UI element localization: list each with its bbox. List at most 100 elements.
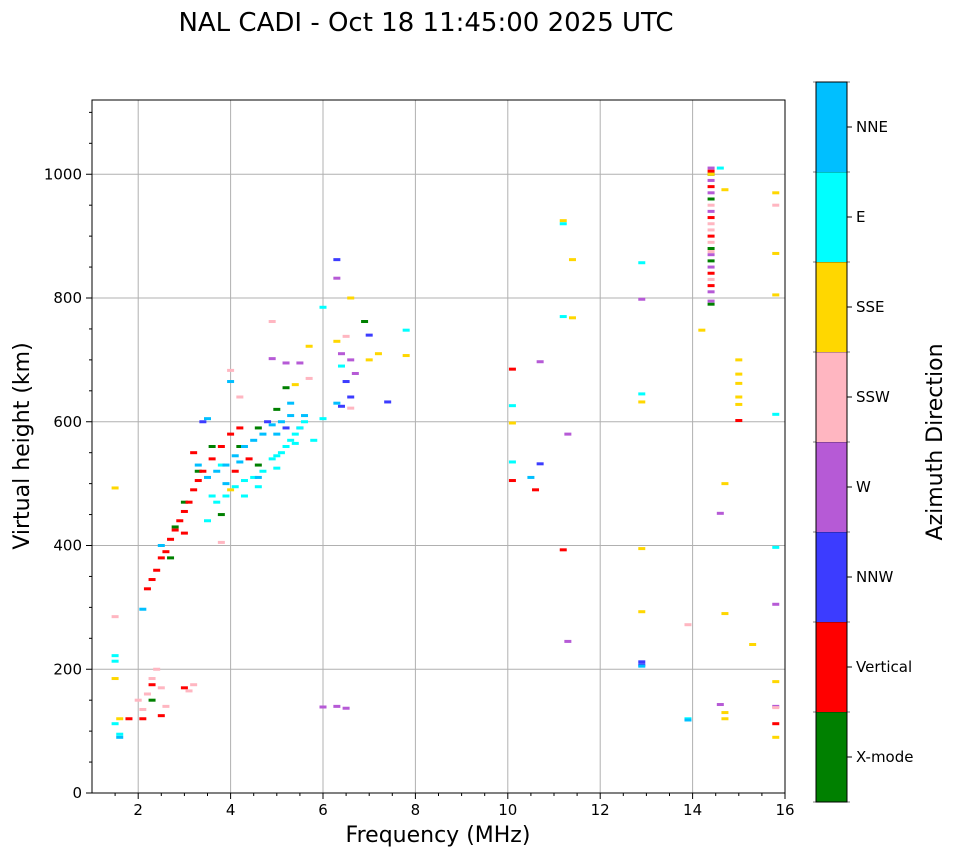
echo-mark [259, 432, 267, 436]
echo-mark [180, 531, 188, 535]
echo-mark [282, 445, 290, 448]
echo-mark [305, 376, 313, 380]
echo-mark [735, 402, 743, 406]
x-tick-label: 16 [775, 801, 794, 819]
echo-mark [333, 258, 341, 262]
echo-mark [240, 445, 248, 448]
echo-mark [365, 358, 373, 362]
echo-mark [707, 216, 715, 220]
echo-mark [707, 250, 715, 254]
echo-mark [143, 692, 151, 696]
echo-mark [735, 395, 743, 399]
echo-mark [199, 469, 207, 473]
echo-mark [134, 698, 142, 702]
echo-mark [735, 358, 743, 362]
echo-mark [148, 698, 156, 702]
colorbar: X-mode Vertical NNW W SSW SSE E NNE [813, 81, 913, 803]
series-vertical [125, 169, 780, 726]
echo-mark [772, 203, 780, 207]
echo-mark [559, 222, 567, 226]
echo-mark [139, 607, 147, 611]
echo-mark [254, 485, 262, 489]
echo-mark [282, 386, 290, 390]
echo-mark [185, 689, 193, 693]
echo-mark [190, 488, 198, 492]
echo-mark [735, 381, 743, 385]
echo-mark [527, 475, 535, 479]
echo-mark [277, 420, 285, 424]
echo-mark [337, 404, 345, 408]
echo-mark [707, 265, 715, 269]
echo-mark [361, 320, 369, 324]
echo-mark [180, 509, 188, 513]
echo-mark [162, 704, 170, 708]
echo-mark [185, 500, 193, 504]
x-tick-label: 6 [318, 801, 328, 819]
echo-mark [337, 352, 345, 356]
echo-mark [204, 417, 211, 421]
echo-mark [508, 404, 516, 408]
x-tick-label: 8 [411, 801, 421, 819]
colorbar-label-item: SSW [856, 388, 890, 406]
echo-mark [157, 714, 165, 718]
echo-mark [208, 457, 216, 461]
echo-mark [707, 247, 715, 250]
echo-mark [638, 297, 646, 301]
colorbar-label-item: SSE [856, 298, 885, 316]
echo-mark [707, 228, 715, 232]
echo-mark [222, 463, 230, 467]
echo-mark [291, 383, 299, 387]
echo-mark [347, 296, 355, 300]
echo-mark [125, 717, 133, 721]
series-x-mode [148, 172, 715, 702]
echo-mark [707, 290, 715, 294]
echo-mark [204, 475, 211, 479]
colorbar-segment [816, 82, 847, 172]
echo-mark [208, 445, 216, 448]
echo-mark [772, 706, 780, 710]
echo-mark [508, 421, 516, 425]
colorbar-segment [816, 172, 847, 262]
chart-title: NAL CADI - Oct 18 11:45:00 2025 UTC [178, 8, 673, 38]
echo-mark [204, 519, 211, 523]
colorbar-segment [816, 352, 847, 442]
x-tick-label: 12 [591, 801, 610, 819]
x-axis-label: Frequency (MHz) [346, 823, 531, 848]
echo-mark [190, 451, 198, 455]
echo-mark [342, 334, 350, 338]
y-tick-label: 200 [53, 660, 82, 678]
echo-mark [319, 705, 327, 709]
colorbar-segment [816, 712, 847, 802]
echo-mark [213, 500, 221, 504]
echo-mark [638, 392, 646, 396]
echo-mark [167, 537, 175, 541]
echo-mark [365, 333, 373, 337]
echo-mark [707, 185, 715, 189]
y-axis-ticks: 0 200 400 600 800 1000 [44, 111, 92, 802]
echo-mark [222, 482, 230, 486]
echo-mark [236, 426, 244, 430]
echo-mark [707, 222, 715, 226]
echo-mark [282, 426, 290, 430]
echo-mark [268, 457, 276, 461]
echo-mark [273, 407, 281, 411]
echo-mark [157, 686, 165, 690]
echo-mark [698, 328, 706, 332]
echo-mark [772, 412, 780, 416]
echo-mark [111, 615, 119, 619]
colorbar-label-item: NNE [856, 118, 888, 136]
x-axis-ticks: 2 4 6 8 10 12 14 16 [114, 793, 795, 819]
echo-mark [296, 361, 304, 365]
echo-mark [716, 511, 724, 515]
echo-mark [772, 722, 780, 726]
echo-mark [568, 258, 576, 262]
echo-mark [199, 420, 207, 424]
series-ssw [111, 203, 780, 711]
colorbar-label-item: E [856, 208, 865, 226]
echo-mark [157, 556, 165, 560]
echo-mark [684, 623, 692, 627]
series-sse [111, 172, 780, 739]
echo-mark [176, 519, 184, 523]
echo-mark [273, 454, 281, 458]
echo-mark [259, 469, 267, 473]
